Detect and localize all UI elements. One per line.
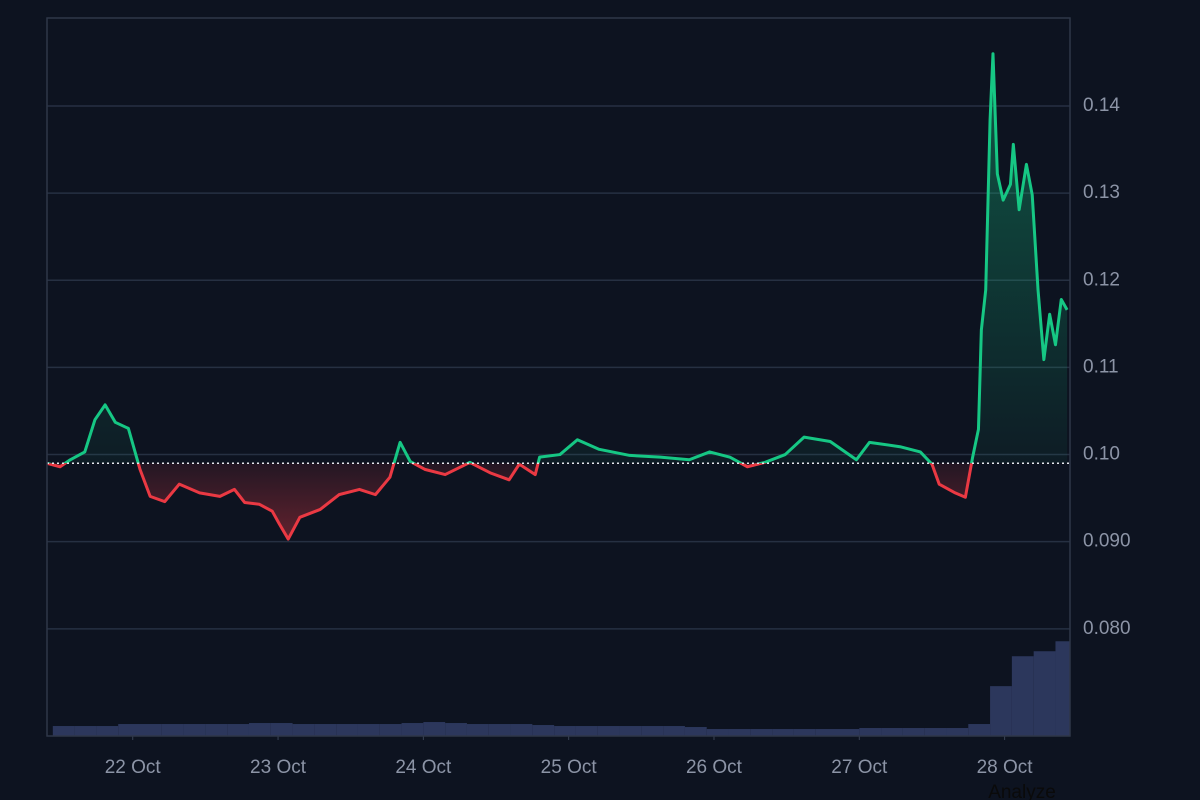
volume-bar	[968, 724, 991, 736]
y-tick-label: 0.14	[1083, 95, 1120, 116]
y-tick-label: 0.12	[1083, 269, 1120, 290]
x-tick-label: 25 Oct	[541, 757, 598, 778]
volume-bar	[1055, 641, 1070, 736]
volume-bar	[248, 723, 271, 736]
analyze-button[interactable]: Analyze	[988, 782, 1056, 800]
y-tick-label: 0.11	[1083, 356, 1119, 377]
volume-bar	[183, 724, 206, 736]
volume-bar	[532, 725, 555, 736]
volume-bar	[488, 724, 511, 736]
price-line-down	[46, 463, 974, 541]
volume-bar	[96, 726, 119, 736]
x-tick-label: 23 Oct	[250, 757, 307, 778]
volume-bar	[859, 728, 882, 736]
volume-bar	[663, 726, 685, 736]
volume-bar	[140, 724, 162, 736]
volume-bar	[575, 726, 598, 736]
x-tick-label: 28 Oct	[977, 757, 1034, 778]
volume-bar	[990, 686, 1012, 736]
volume-bar	[205, 724, 228, 736]
volume-bar	[118, 724, 140, 736]
volume-bar	[728, 729, 751, 736]
volume-bar	[946, 728, 969, 736]
volume-bar	[750, 729, 773, 736]
x-tick-label: 27 Oct	[831, 757, 888, 778]
volume-bar	[706, 729, 729, 736]
price-line-up	[47, 52, 1069, 464]
volume-bar	[52, 726, 75, 736]
volume-bar	[881, 728, 903, 736]
volume-bar	[292, 724, 315, 736]
volume-bar	[161, 724, 184, 736]
volume-bar	[336, 724, 358, 736]
volume-bar	[314, 724, 337, 736]
x-tick-label: 24 Oct	[395, 757, 452, 778]
volume-bar	[837, 729, 860, 736]
volume-bar	[641, 726, 664, 736]
volume-bar	[597, 726, 620, 736]
plot-frame	[46, 17, 1071, 737]
volume-bar	[423, 722, 446, 736]
volume-bar	[227, 724, 249, 736]
volume-bar	[466, 724, 489, 736]
y-tick-label: 0.10	[1083, 444, 1120, 465]
x-tick-label: 26 Oct	[686, 757, 743, 778]
volume-bar	[379, 724, 402, 736]
volume-bar	[401, 723, 424, 736]
volume-bar	[510, 724, 533, 736]
volume-bar	[902, 728, 925, 736]
area-down	[47, 463, 1068, 540]
volume-bar	[1011, 656, 1034, 736]
volume-bar	[772, 729, 794, 736]
y-tick-label: 0.080	[1083, 618, 1131, 639]
volume-bar	[815, 729, 838, 736]
x-tick-label: 22 Oct	[105, 757, 162, 778]
y-tick-label: 0.090	[1083, 531, 1131, 552]
volume-bar	[924, 728, 947, 736]
volume-bar	[74, 726, 97, 736]
volume-bar	[554, 726, 576, 736]
volume-bar	[619, 726, 642, 736]
volume-bar	[357, 724, 380, 736]
volume-bar	[445, 723, 467, 736]
volume-bar	[684, 727, 707, 736]
volume-bar	[793, 729, 816, 736]
volume-bar	[270, 723, 293, 736]
y-tick-label: 0.13	[1083, 182, 1120, 203]
volume-bar	[1033, 651, 1056, 736]
